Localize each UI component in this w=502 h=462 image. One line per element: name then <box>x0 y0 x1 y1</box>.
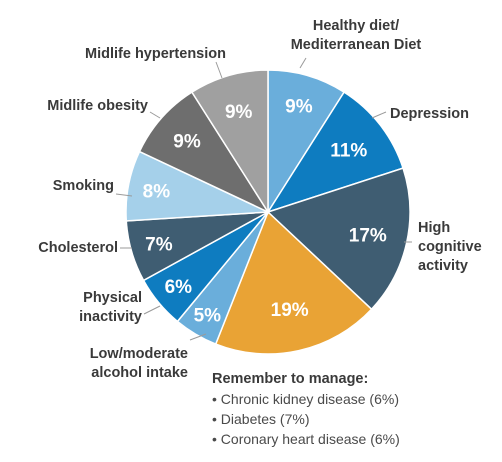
pie-slice <box>267 69 346 215</box>
pie-slice <box>138 91 271 214</box>
leader-line <box>149 111 161 119</box>
category-label: High cognitive activity <box>418 220 482 274</box>
percent-label: 9% <box>225 102 253 123</box>
category-label: Depression <box>390 106 469 122</box>
leader-line <box>299 57 307 69</box>
percent-label: 6% <box>165 277 193 298</box>
leader-line <box>115 193 133 197</box>
manage-note: Remember to manage: • Chronic kidney dis… <box>212 371 400 447</box>
category-label: Healthy diet/Mediterranean Diet <box>291 18 422 53</box>
percent-label: 17% <box>349 225 387 246</box>
leader-line <box>371 111 387 119</box>
leader-line <box>189 333 207 341</box>
category-labels: Healthy diet/Mediterranean Diet Depressio… <box>38 18 481 381</box>
leader-lines <box>115 57 412 341</box>
manage-note-title: Remember to manage: <box>212 371 368 387</box>
manage-note-item: • Diabetes (7%) <box>212 411 310 427</box>
pie-slice <box>266 167 411 311</box>
category-label: Low/moderate alcohol intake <box>90 346 188 381</box>
percent-label: 7% <box>145 235 173 256</box>
pie-slice <box>266 91 404 214</box>
category-label: Smoking <box>53 178 114 194</box>
pie-slices <box>125 69 411 355</box>
category-label: Midlife obesity <box>47 98 148 114</box>
category-label: Cholesterol <box>38 240 118 256</box>
category-label: Physical inactivity <box>79 290 142 325</box>
percent-label: 11% <box>330 140 367 161</box>
percent-label: 9% <box>285 97 313 118</box>
leader-line <box>143 305 161 315</box>
leader-line <box>215 61 223 79</box>
percent-label: 9% <box>173 132 201 153</box>
percent-label: 5% <box>194 306 222 327</box>
category-label: Midlife hypertension <box>85 46 226 62</box>
manage-note-item: • Coronary heart disease (6%) <box>212 431 400 447</box>
pie-slice <box>190 69 269 215</box>
manage-note-item: • Chronic kidney disease (6%) <box>212 391 399 407</box>
percent-label: 19% <box>271 300 309 321</box>
percent-labels: 9% 11% 17% 19% 5%6% 7% 8% 9% 9% <box>143 97 387 327</box>
percent-label: 8% <box>143 182 171 203</box>
